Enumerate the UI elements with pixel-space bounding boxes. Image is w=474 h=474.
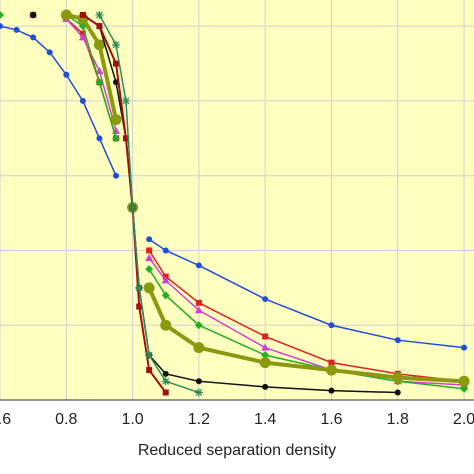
marker — [0, 23, 3, 30]
marker — [195, 262, 202, 269]
marker — [262, 296, 269, 303]
x-tick-label: 1.8 — [387, 411, 409, 428]
marker — [146, 367, 153, 374]
marker — [30, 34, 37, 41]
marker — [121, 96, 130, 105]
marker — [93, 39, 105, 51]
x-tick-label: 1.6 — [320, 411, 342, 428]
x-tick-label: 0.8 — [55, 411, 77, 428]
marker — [143, 282, 155, 294]
x-tick-label: 2.0 — [453, 411, 474, 428]
marker — [458, 375, 470, 387]
marker — [461, 344, 468, 351]
marker — [194, 388, 203, 397]
marker — [30, 11, 37, 18]
marker — [46, 49, 53, 56]
marker — [394, 337, 401, 344]
plot-area — [0, 0, 474, 400]
marker — [112, 134, 121, 143]
marker — [95, 78, 104, 87]
marker — [95, 10, 104, 19]
marker — [162, 247, 169, 254]
marker — [122, 135, 129, 142]
marker — [60, 9, 72, 21]
marker — [392, 372, 404, 384]
marker — [113, 60, 120, 67]
marker — [161, 291, 170, 300]
marker — [161, 377, 170, 386]
marker — [128, 203, 137, 212]
marker — [96, 135, 103, 142]
marker — [262, 383, 269, 390]
marker — [79, 97, 86, 104]
marker — [145, 265, 154, 274]
marker — [328, 387, 335, 394]
marker — [325, 364, 337, 376]
x-tick-label: 1.0 — [121, 411, 143, 428]
marker — [146, 236, 153, 243]
x-axis-label: Reduced separation density — [138, 442, 336, 459]
marker — [328, 322, 335, 329]
series-line — [82, 14, 167, 394]
marker — [194, 306, 203, 314]
marker — [162, 389, 169, 396]
marker — [79, 11, 86, 18]
marker — [96, 23, 103, 30]
marker — [78, 33, 87, 41]
marker — [261, 343, 270, 351]
marker — [0, 10, 4, 19]
marker — [135, 283, 144, 292]
marker — [146, 247, 153, 254]
marker — [160, 319, 172, 331]
marker — [328, 359, 335, 366]
marker — [145, 351, 154, 360]
marker — [262, 333, 269, 340]
marker — [261, 351, 270, 360]
marker — [113, 172, 120, 179]
series-line — [98, 14, 200, 394]
marker — [195, 299, 202, 306]
x-tick-label: 1.2 — [188, 411, 210, 428]
x-tick-label: 0.6 — [0, 411, 11, 428]
marker — [394, 389, 401, 396]
marker — [195, 378, 202, 385]
marker — [95, 67, 104, 75]
marker — [162, 370, 169, 377]
marker — [110, 114, 122, 126]
marker — [136, 303, 143, 310]
marker — [259, 357, 271, 369]
marker — [112, 40, 121, 49]
marker — [63, 71, 70, 78]
marker — [193, 342, 205, 354]
marker — [145, 253, 154, 261]
marker — [194, 321, 203, 330]
x-tick-label: 1.4 — [254, 411, 276, 428]
marker — [460, 384, 469, 393]
marker — [161, 276, 170, 284]
marker — [13, 26, 20, 33]
